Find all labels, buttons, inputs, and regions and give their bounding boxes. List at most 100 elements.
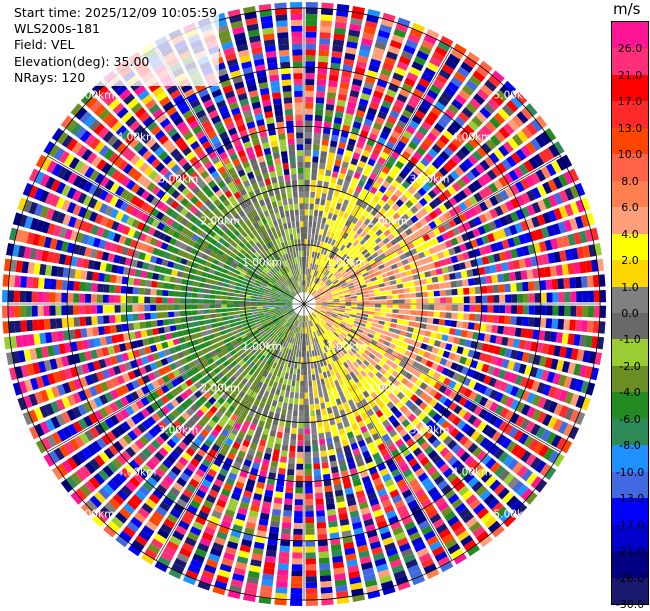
velocity-gate (316, 330, 320, 337)
velocity-gate (349, 132, 358, 141)
velocity-gate (244, 298, 251, 301)
velocity-gate (305, 593, 318, 601)
velocity-gate (313, 132, 321, 139)
velocity-gate (287, 361, 292, 368)
velocity-gate (414, 130, 425, 141)
velocity-gate (262, 573, 274, 581)
velocity-gate (390, 194, 399, 203)
velocity-gate (415, 316, 422, 322)
velocity-gate (462, 321, 469, 329)
velocity-gate (189, 526, 202, 536)
velocity-gate (346, 456, 355, 464)
velocity-gate (384, 56, 396, 66)
velocity-gate (448, 197, 458, 207)
velocity-gate (434, 170, 444, 181)
velocity-gate (304, 167, 311, 174)
velocity-gate (397, 288, 404, 294)
velocity-gate (189, 268, 197, 275)
velocity-gate (341, 262, 348, 269)
velocity-gate (305, 587, 318, 595)
velocity-gate (503, 173, 514, 185)
velocity-gate (279, 332, 285, 339)
velocity-gate (485, 457, 497, 470)
velocity-gate (121, 276, 129, 285)
velocity-gate (300, 369, 304, 376)
velocity-gate (289, 317, 294, 324)
velocity-gate (278, 551, 290, 559)
velocity-gate (278, 557, 290, 565)
velocity-gate (428, 220, 437, 230)
velocity-gate (447, 265, 455, 273)
velocity-gate (398, 299, 405, 304)
velocity-gate (314, 331, 319, 338)
velocity-gate (315, 492, 324, 500)
velocity-gate (192, 521, 204, 531)
velocity-gate (494, 130, 506, 143)
velocity-gate (168, 283, 176, 290)
velocity-gate (246, 388, 254, 396)
velocity-gate (375, 371, 383, 379)
velocity-gate (277, 383, 283, 390)
velocity-gate (379, 334, 387, 340)
velocity-gate (302, 315, 304, 322)
velocity-gate (305, 55, 316, 62)
velocity-gate (327, 86, 337, 94)
velocity-gate (422, 298, 429, 304)
velocity-gate (355, 401, 363, 410)
velocity-gate (308, 380, 313, 387)
velocity-gate (318, 266, 323, 273)
velocity-gate (363, 417, 372, 425)
velocity-gate (186, 316, 193, 322)
velocity-gate (179, 493, 191, 504)
velocity-gate (457, 288, 464, 295)
velocity-gate (182, 436, 192, 446)
velocity-gate (316, 516, 326, 523)
velocity-gate (473, 405, 483, 416)
velocity-gate (406, 242, 415, 250)
velocity-gate (326, 351, 331, 358)
velocity-gate (447, 142, 458, 153)
velocity-gate (240, 268, 248, 275)
velocity-gate (237, 327, 245, 333)
velocity-gate (320, 296, 327, 300)
velocity-gate (433, 290, 440, 297)
velocity-gate (256, 394, 263, 402)
velocity-gate (277, 425, 284, 433)
velocity-gate (58, 343, 67, 355)
velocity-gate (218, 325, 225, 331)
velocity-gate (172, 530, 185, 541)
velocity-gate (564, 391, 574, 405)
velocity-gate (67, 293, 74, 303)
velocity-gate (331, 171, 339, 178)
velocity-gate (188, 347, 196, 354)
velocity-gate (260, 464, 269, 472)
velocity-gate (326, 330, 332, 337)
velocity-gate (306, 280, 309, 287)
velocity-gate (123, 503, 135, 515)
velocity-gate (249, 266, 256, 272)
velocity-gate (369, 101, 380, 111)
velocity-gate (260, 433, 268, 441)
velocity-gate (399, 510, 411, 520)
velocity-gate (379, 131, 389, 140)
velocity-gate (509, 412, 520, 425)
velocity-gate (514, 327, 522, 337)
velocity-gate (394, 410, 403, 419)
velocity-gate (211, 415, 220, 424)
velocity-gate (212, 586, 226, 596)
velocity-gate (311, 251, 315, 258)
velocity-gate (463, 313, 470, 321)
velocity-gate (63, 441, 75, 455)
velocity-gate (309, 281, 313, 288)
velocity-gate (203, 294, 210, 299)
velocity-gate (326, 503, 336, 510)
velocity-gate (221, 291, 228, 296)
velocity-gate (433, 381, 442, 391)
velocity-gate (49, 278, 57, 290)
velocity-gate (266, 337, 273, 344)
velocity-gate (356, 339, 364, 346)
velocity-gate (441, 178, 451, 188)
velocity-gate (235, 395, 243, 403)
velocity-gate (343, 255, 350, 262)
velocity-gate (220, 520, 232, 529)
